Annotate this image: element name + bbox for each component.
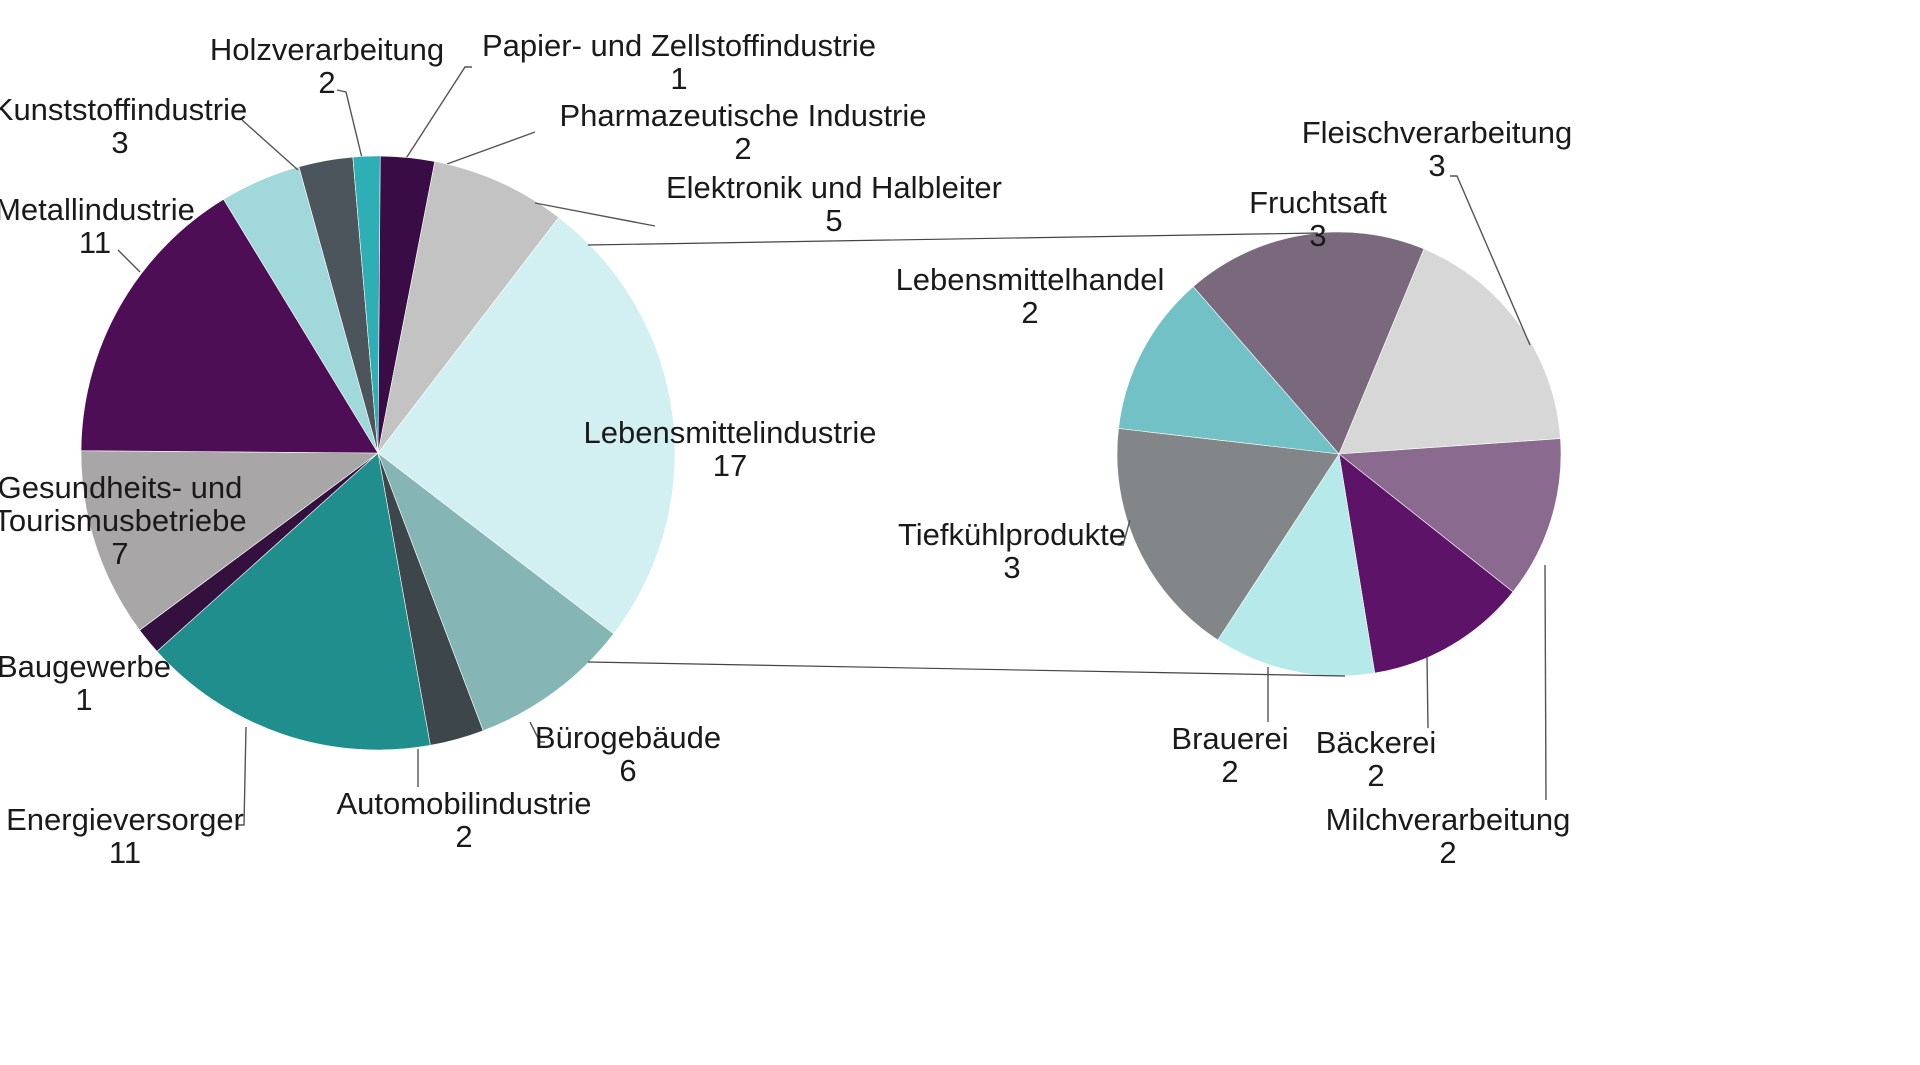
main-slice-metallindustrie [80,198,379,454]
main-label-papier-und-zellstoffindustrie: Papier- und Zellstoffindustrie [482,28,876,63]
secondary-label-baeckerei: Bäckerei [1316,725,1437,760]
secondary-slice-brauerei [1217,453,1376,677]
secondary-label-milchverarbeitung: Milchverarbeitung [1326,802,1571,837]
secondary-value-fleischverarbeitung: 3 [1428,148,1445,183]
secondary-value-lebensmittelhandel: 2 [1021,295,1038,330]
secondary-value-tiefkuehlprodukte: 3 [1003,550,1020,585]
main-label-lebensmittelindustrie: Lebensmittelindustrie [584,415,877,450]
main-label-automobilindustrie: Automobilindustrie [336,786,591,821]
main-leader-holzverarbeitung [336,89,363,159]
main-value-gesundheits-und-tourismusbetriebe: 7 [111,536,128,571]
main-label-gesundheits-und-tourismusbetriebe: Tourismusbetriebe [0,503,247,538]
secondary-label-tiefkuehlprodukte: Tiefkühlprodukte [898,517,1126,552]
main-leader-papier-und-zellstoffindustrie [404,66,472,161]
secondary-value-fruchtsaft: 3 [1309,218,1326,253]
main-leader-elektronik-und-halbleiter [534,202,656,227]
secondary-slice-milchverarbeitung [1338,438,1562,593]
main-value-holzverarbeitung: 2 [318,65,335,100]
main-label-gesundheits-und-tourismusbetriebe: Gesundheits- und [0,470,242,505]
secondary-label-lebensmittelhandel: Lebensmittelhandel [896,262,1165,297]
main-slice-buerogebaeude [377,452,615,732]
main-label-metallindustrie: Metallindustrie [0,192,195,227]
secondary-slice-lebensmittelhandel [1118,286,1340,455]
main-slice-energieversorger [156,452,431,751]
secondary-leader-baeckerei [1426,656,1429,729]
main-leader-metallindustrie [117,249,141,273]
main-leader-energieversorger [237,726,247,826]
main-label-pharmazeutische-industrie: Pharmazeutische Industrie [559,98,926,133]
secondary-value-brauerei: 2 [1221,754,1238,789]
main-leader-pharmazeutische-industrie [446,131,536,165]
secondary-value-baeckerei: 2 [1367,758,1384,793]
main-slice-elektronik-und-halbleiter [377,161,560,454]
secondary-leader-tiefkuehlprodukte [1118,519,1131,546]
secondary-value-milchverarbeitung: 2 [1439,835,1456,870]
main-value-papier-und-zellstoffindustrie: 1 [670,61,687,96]
main-label-buerogebaeude: Bürogebäude [535,720,721,755]
connector-line-bottom [587,661,1346,677]
main-label-baugewerbe: Baugewerbe [0,649,171,684]
main-label-elektronik-und-halbleiter: Elektronik und Halbleiter [666,170,1002,205]
main-slice-lebensmittelindustrie [377,216,676,635]
main-leader-kunststoffindustrie [241,119,299,171]
main-value-buerogebaeude: 6 [619,753,636,788]
main-value-metallindustrie: 11 [79,225,111,260]
main-leader-buerogebaeude [529,721,545,743]
main-value-baugewerbe: 1 [75,682,92,717]
main-label-kunststoffindustrie: Kunststoffindustrie [0,92,247,127]
main-label-holzverarbeitung: Holzverarbeitung [210,32,444,67]
secondary-leader-milchverarbeitung [1544,564,1547,801]
connector-line-top [587,232,1319,246]
secondary-label-brauerei: Brauerei [1171,721,1288,756]
secondary-slice-fruchtsaft [1192,231,1425,455]
secondary-label-fruchtsaft: Fruchtsaft [1249,185,1387,220]
main-value-pharmazeutische-industrie: 2 [734,131,751,166]
main-value-energieversorger: 11 [109,835,141,870]
main-label-energieversorger: Energieversorger [6,802,244,837]
secondary-slice-fleischverarbeitung [1338,248,1561,455]
main-value-elektronik-und-halbleiter: 5 [825,203,842,238]
secondary-slice-tiefkuehlprodukte [1116,428,1340,641]
main-slice-gesundheits-und-tourismusbetriebe [80,450,379,631]
main-value-lebensmittelindustrie: 17 [713,448,747,483]
secondary-slice-baeckerei [1338,453,1514,674]
main-value-kunststoffindustrie: 3 [111,125,128,160]
secondary-label-fleischverarbeitung: Fleischverarbeitung [1302,115,1573,150]
secondary-leader-fleischverarbeitung [1450,175,1531,346]
main-value-automobilindustrie: 2 [455,819,472,854]
